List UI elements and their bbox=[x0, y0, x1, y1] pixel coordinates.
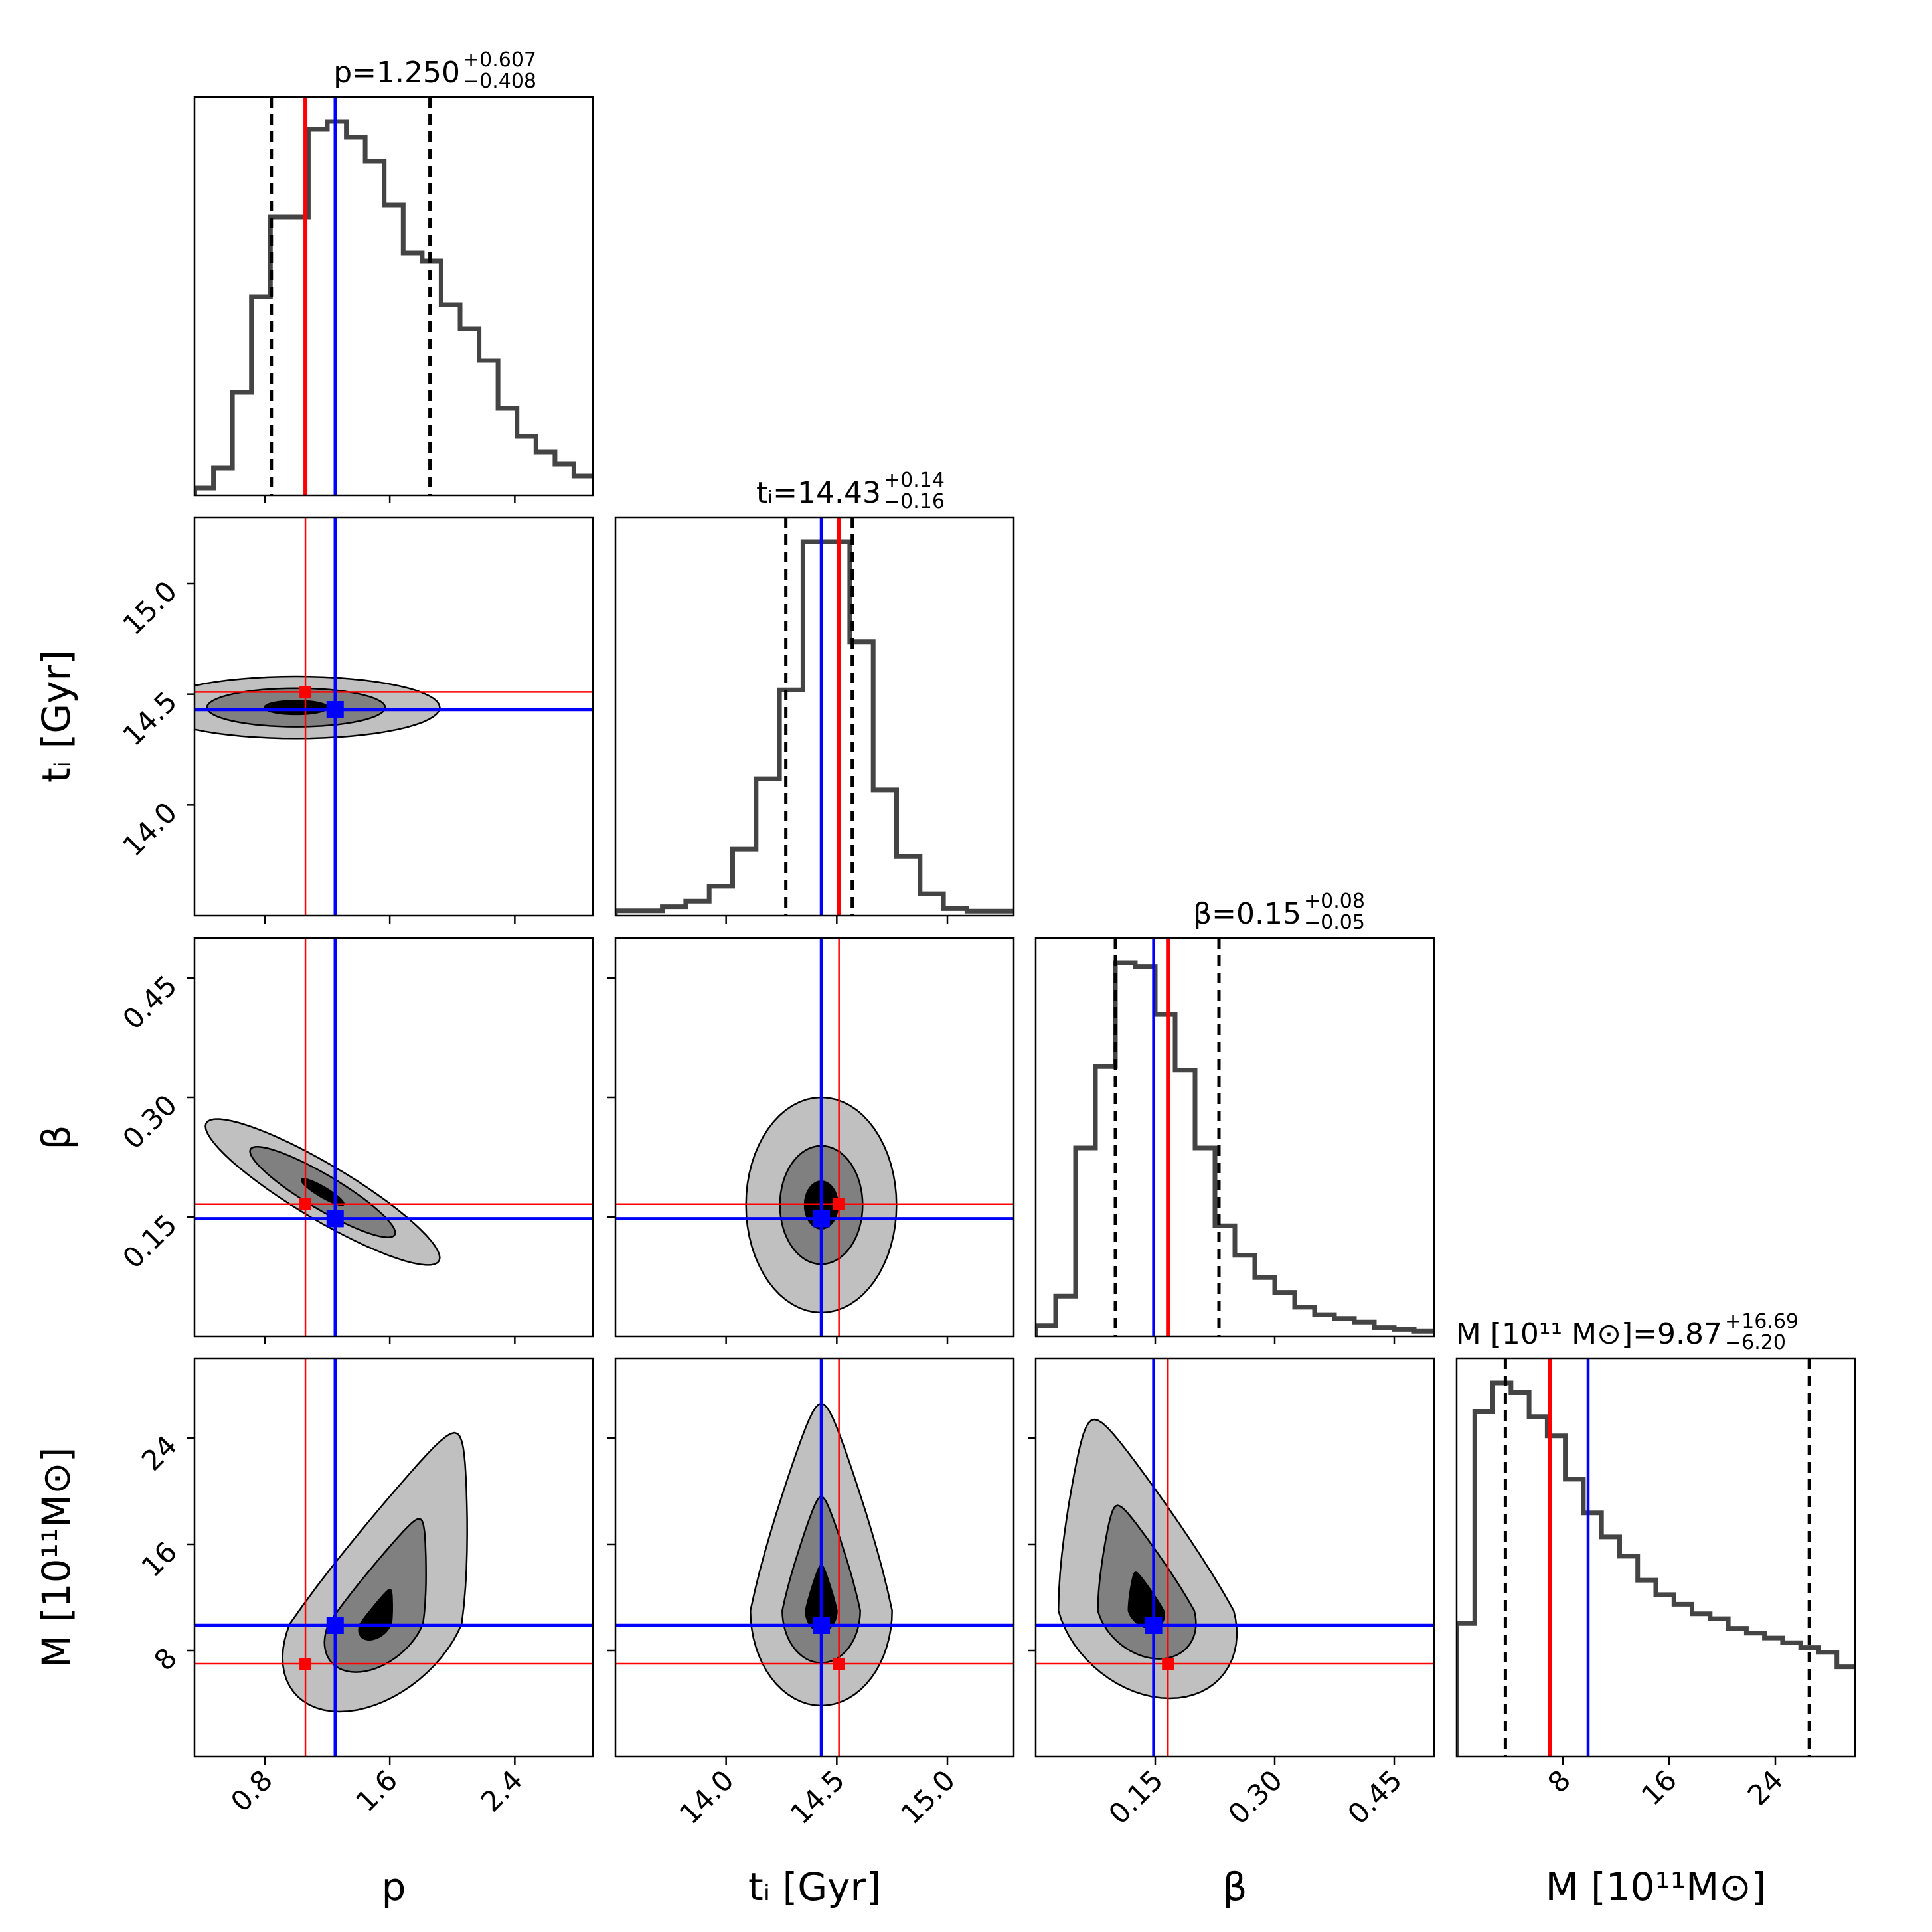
x-tick-label: 0.45 bbox=[1341, 1763, 1408, 1830]
best-marker bbox=[326, 701, 344, 718]
panel-frame bbox=[614, 1357, 1015, 1758]
truth-marker bbox=[299, 1198, 312, 1210]
panel-frame bbox=[1034, 937, 1435, 1338]
title-main-text: p=1.250 bbox=[333, 56, 460, 90]
title-M: M [10¹¹ M⊙]=9.87 +16.69−6.20 bbox=[1456, 1310, 1799, 1354]
panel-frame bbox=[614, 937, 1015, 1338]
contour-1σ-level bbox=[264, 700, 329, 716]
truth-marker bbox=[299, 686, 312, 698]
contour-panel-ti-vs-p bbox=[195, 517, 593, 916]
title-plus: +0.14 bbox=[884, 469, 945, 492]
panel-frame bbox=[193, 1357, 594, 1758]
histogram-steps bbox=[615, 539, 1014, 916]
title-beta: β=0.15 +0.08−0.05 bbox=[1193, 890, 1365, 934]
contour-panel-M-vs-ti bbox=[615, 1358, 1014, 1757]
x-axis-label-M: M [10¹¹M⊙] bbox=[1546, 1864, 1767, 1909]
y-axis-label-M: M [10¹¹M⊙] bbox=[34, 1447, 79, 1668]
x-tick-label: 15.0 bbox=[894, 1763, 961, 1830]
truth-marker bbox=[299, 1658, 312, 1670]
title-main-text: β=0.15 bbox=[1193, 897, 1301, 931]
panel-frame bbox=[193, 96, 594, 497]
contour-panel-M-vs-beta bbox=[1036, 1358, 1434, 1757]
panel-frame bbox=[1455, 1357, 1856, 1758]
best-marker bbox=[813, 1617, 830, 1634]
contour-panel-M-vs-p bbox=[195, 1358, 593, 1757]
x-tick-label: 2.4 bbox=[475, 1763, 529, 1818]
panel-frame bbox=[614, 516, 1015, 917]
x-axis-label-beta: β bbox=[1222, 1864, 1247, 1909]
best-marker bbox=[326, 1617, 344, 1634]
title-main-text: M [10¹¹ M⊙]=9.87 bbox=[1456, 1317, 1722, 1351]
panel-frame bbox=[193, 937, 594, 1338]
x-tick-label: 16 bbox=[1635, 1763, 1683, 1811]
truth-marker bbox=[1162, 1658, 1174, 1670]
title-p: p=1.250 +0.607−0.408 bbox=[333, 48, 536, 93]
title-ti: tᵢ=14.43 +0.14−0.16 bbox=[756, 469, 945, 513]
histogram-steps bbox=[195, 119, 593, 495]
y-tick-label: 14.0 bbox=[116, 796, 183, 863]
histogram-panel-p bbox=[195, 97, 593, 495]
x-tick-label: 14.5 bbox=[784, 1763, 851, 1830]
histogram-panel-beta bbox=[1036, 938, 1434, 1336]
title-minus: −6.20 bbox=[1725, 1331, 1786, 1354]
x-tick-label: 8 bbox=[1542, 1763, 1577, 1799]
contour-panel-beta-vs-ti bbox=[615, 938, 1014, 1336]
best-marker bbox=[326, 1210, 344, 1228]
x-tick-label: 0.15 bbox=[1102, 1763, 1169, 1830]
y-axis-label-beta: β bbox=[34, 1125, 79, 1149]
panel-frame bbox=[193, 516, 594, 917]
x-tick-label: 24 bbox=[1741, 1763, 1789, 1811]
contour-1σ-level bbox=[300, 1178, 345, 1206]
x-tick-label: 14.0 bbox=[673, 1763, 740, 1830]
best-marker bbox=[1145, 1617, 1163, 1634]
x-axis-label-ti: tᵢ [Gyr] bbox=[748, 1864, 881, 1909]
y-tick-label: 0.30 bbox=[116, 1088, 183, 1155]
contour-2σ-level bbox=[1097, 1504, 1197, 1660]
contour-panel-beta-vs-p bbox=[195, 938, 593, 1336]
y-tick-label: 24 bbox=[135, 1429, 183, 1477]
x-tick-label: 0.30 bbox=[1222, 1763, 1289, 1830]
y-axis-label-ti: tᵢ [Gyr] bbox=[34, 650, 79, 783]
title-minus: −0.408 bbox=[463, 70, 536, 93]
y-tick-label: 15.0 bbox=[116, 574, 183, 641]
title-plus: +16.69 bbox=[1725, 1310, 1799, 1333]
truth-marker bbox=[833, 1658, 845, 1670]
title-main-text: tᵢ=14.43 bbox=[756, 476, 881, 510]
y-tick-label: 16 bbox=[135, 1535, 183, 1583]
histogram-panel-M bbox=[1457, 1358, 1855, 1757]
y-tick-label: 8 bbox=[148, 1641, 184, 1677]
truth-marker bbox=[833, 1198, 845, 1210]
histogram-steps bbox=[1457, 1380, 1855, 1757]
y-tick-label: 14.5 bbox=[116, 685, 183, 752]
histogram-panel-ti bbox=[615, 517, 1014, 916]
title-plus: +0.08 bbox=[1304, 890, 1365, 913]
x-tick-label: 0.8 bbox=[224, 1763, 279, 1818]
y-tick-label: 0.45 bbox=[116, 969, 183, 1036]
histogram-steps bbox=[1036, 960, 1434, 1336]
title-minus: −0.05 bbox=[1304, 911, 1365, 934]
panel-frame bbox=[1034, 1357, 1435, 1758]
x-axis-label-p: p bbox=[382, 1864, 406, 1909]
x-tick-label: 1.6 bbox=[349, 1763, 404, 1818]
title-plus: +0.607 bbox=[463, 48, 536, 72]
y-tick-label: 0.15 bbox=[116, 1208, 183, 1275]
title-minus: −0.16 bbox=[884, 490, 945, 513]
best-marker bbox=[813, 1210, 830, 1228]
